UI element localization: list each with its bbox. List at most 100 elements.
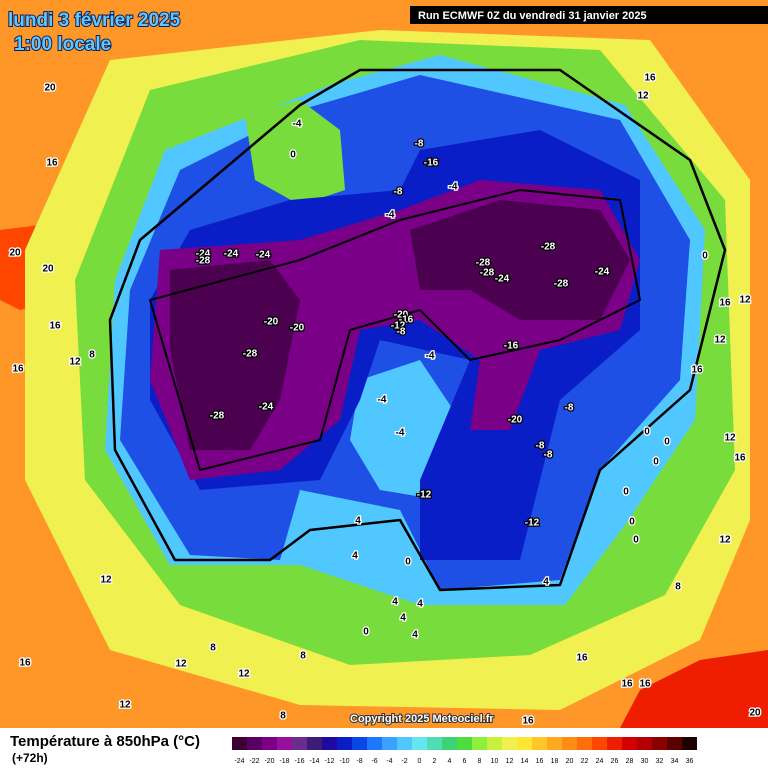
colorbar-label: 16: [536, 758, 544, 765]
map-label: 20: [9, 248, 21, 259]
map-label: 0: [290, 150, 296, 161]
map-label: -20: [290, 323, 305, 334]
map-label: 0: [629, 517, 635, 528]
map-label: -28: [476, 258, 491, 269]
colorbar-label: 6: [463, 758, 467, 765]
colorbar-swatch: [517, 737, 532, 750]
map-label: 20: [749, 708, 761, 719]
colorbar-label: 4: [448, 758, 452, 765]
colorbar-swatch: [307, 737, 322, 750]
map-label: 4: [543, 577, 549, 588]
colorbar-label: 24: [596, 758, 604, 765]
map-label: -24: [256, 250, 271, 261]
map-label: 16: [644, 73, 656, 84]
colorbar-label: 22: [581, 758, 589, 765]
map-label: 16: [621, 679, 633, 690]
map-label: -8: [536, 441, 545, 452]
colorbar-label: 2: [433, 758, 437, 765]
colorbar-label: 36: [686, 758, 694, 765]
colorbar-swatch: [502, 737, 517, 750]
map-label: -8: [544, 450, 553, 461]
colorbar-swatch: [382, 737, 397, 750]
map-label: 12: [724, 433, 736, 444]
colorbar-swatch: [427, 737, 442, 750]
map-label: 8: [210, 643, 216, 654]
map-label: -28: [243, 349, 258, 360]
map-label: 0: [623, 487, 629, 498]
map-label: -16: [399, 315, 414, 326]
colorbar-label: 0: [418, 758, 422, 765]
map-label: 16: [19, 658, 31, 669]
colorbar-label: 34: [671, 758, 679, 765]
colorbar-swatch: [247, 737, 262, 750]
map-label: -4: [396, 428, 405, 439]
map: [0, 0, 768, 728]
colorbar-label: 32: [656, 758, 664, 765]
contour-line: [149, 189, 641, 471]
map-label: 4: [352, 551, 358, 562]
map-label: -28: [210, 411, 225, 422]
map-label: 12: [100, 575, 112, 586]
map-label: 0: [664, 437, 670, 448]
map-label: 0: [702, 251, 708, 262]
map-label: -12: [525, 518, 540, 529]
colorbar-swatch: [367, 737, 382, 750]
map-label: 0: [644, 427, 650, 438]
contour-line: [108, 68, 727, 592]
colorbar-swatch: [592, 737, 607, 750]
colorbar-swatch: [577, 737, 592, 750]
map-label: 12: [238, 669, 250, 680]
map-label: 12: [175, 659, 187, 670]
map-label: -4: [426, 351, 435, 362]
colorbar-swatch: [352, 737, 367, 750]
colorbar-swatch: [472, 737, 487, 750]
colorbar-swatch: [442, 737, 457, 750]
map-label: 12: [739, 295, 751, 306]
map-label: -4: [386, 210, 395, 221]
map-label: -20: [508, 415, 523, 426]
run-info: Run ECMWF 0Z du vendredi 31 janvier 2025: [418, 10, 647, 22]
map-label: 16: [46, 158, 58, 169]
map-label: 12: [637, 91, 649, 102]
colorbar-label: 20: [566, 758, 574, 765]
colorbar-swatch: [562, 737, 577, 750]
colorbar-label: -18: [279, 758, 289, 765]
map-label: -4: [449, 182, 458, 193]
map-label: -24: [259, 402, 274, 413]
map-label: -12: [417, 490, 432, 501]
map-label: -16: [424, 158, 439, 169]
map-label: 0: [653, 457, 659, 468]
map-label: -24: [595, 267, 610, 278]
colorbar-swatch: [667, 737, 682, 750]
warm-area: [620, 650, 768, 728]
colorbar-swatch: [292, 737, 307, 750]
map-label: 12: [719, 535, 731, 546]
colorbar-label: -12: [324, 758, 334, 765]
map-label: 4: [392, 597, 398, 608]
map-label: -4: [293, 119, 302, 130]
colorbar-label: -24: [234, 758, 244, 765]
colorbar-swatch: [337, 737, 352, 750]
colorbar-label: 26: [611, 758, 619, 765]
colorbar-swatch: [607, 737, 622, 750]
colorbar-label: 28: [626, 758, 634, 765]
map-label: -20: [394, 310, 409, 321]
colorbar-swatch: [232, 737, 247, 750]
colorbar-label: 10: [491, 758, 499, 765]
map-label: 0: [405, 557, 411, 568]
map-label: 16: [49, 321, 61, 332]
map-label: -8: [565, 403, 574, 414]
map-label: 4: [412, 630, 418, 641]
map-label: 12: [714, 335, 726, 346]
isotherm-area: [410, 200, 630, 320]
colorbar-label: 30: [641, 758, 649, 765]
colorbar-label: -10: [339, 758, 349, 765]
date: lundi 3 février 2025: [8, 10, 181, 31]
map-label: 20: [42, 264, 54, 275]
map-label: 16: [12, 364, 24, 375]
map-label: 8: [89, 350, 95, 361]
map-label: 16: [522, 716, 534, 727]
colorbar-swatch: [547, 737, 562, 750]
isotherm-area: [170, 260, 300, 450]
map-label: 4: [355, 516, 361, 527]
